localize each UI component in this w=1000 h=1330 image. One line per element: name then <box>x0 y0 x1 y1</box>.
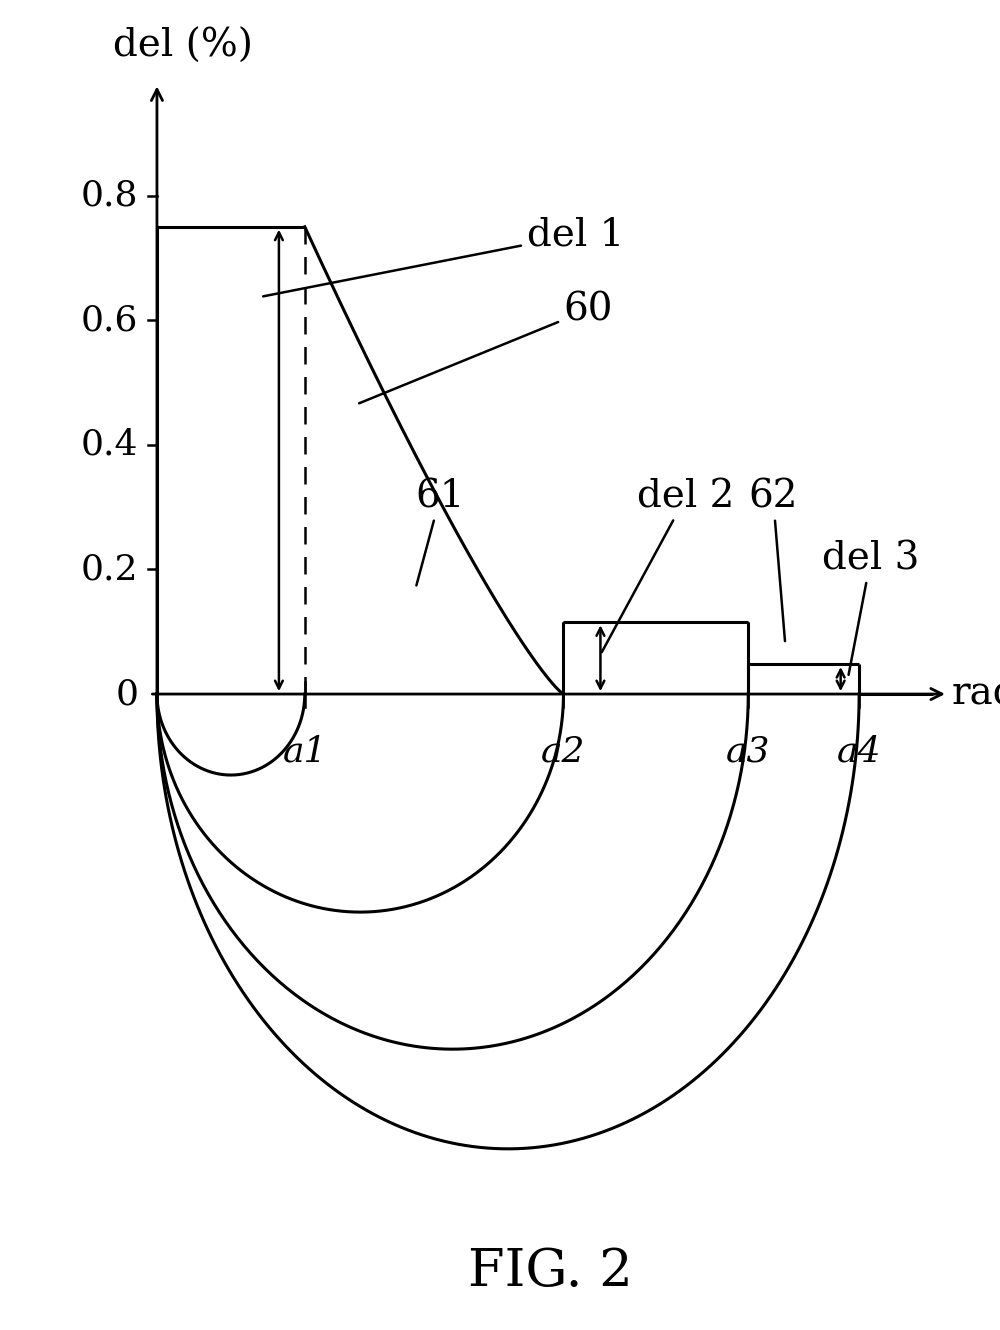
Text: del 3: del 3 <box>822 540 920 674</box>
Text: del 1: del 1 <box>263 217 624 297</box>
Text: FIG. 2: FIG. 2 <box>468 1246 632 1297</box>
Text: a3: a3 <box>726 734 771 769</box>
Text: a1: a1 <box>283 734 327 769</box>
Text: 62: 62 <box>748 479 798 641</box>
Text: del 2: del 2 <box>602 479 735 652</box>
Text: a2: a2 <box>541 734 586 769</box>
Text: 0.6: 0.6 <box>81 303 138 338</box>
Text: 0.8: 0.8 <box>81 178 138 213</box>
Text: 60: 60 <box>359 291 613 403</box>
Text: a4: a4 <box>837 734 881 769</box>
Text: radius: radius <box>952 676 1000 713</box>
Text: 0.2: 0.2 <box>81 552 138 587</box>
Text: 0.4: 0.4 <box>81 428 138 462</box>
Text: del (%): del (%) <box>113 28 253 65</box>
Text: 0: 0 <box>115 677 138 712</box>
Text: 61: 61 <box>416 479 465 585</box>
